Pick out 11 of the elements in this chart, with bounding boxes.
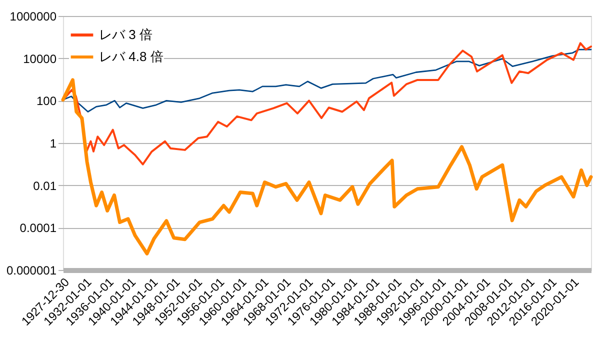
y-tick-label: 10000	[23, 52, 57, 66]
y-tick-label: 1	[50, 136, 57, 150]
legend-label: レバ 4.8 倍	[99, 49, 164, 64]
y-tick-label: 0.0001	[20, 221, 57, 236]
line-series	[62, 48, 592, 112]
y-tick-label: 0.01	[33, 178, 57, 193]
line-series	[61, 78, 593, 256]
y-tick-label: 100	[36, 94, 57, 108]
y-tick-label: 1000000	[10, 10, 57, 24]
legend-label: レバ 3 倍	[99, 27, 152, 42]
y-tick-label: 0.000001	[6, 264, 57, 278]
